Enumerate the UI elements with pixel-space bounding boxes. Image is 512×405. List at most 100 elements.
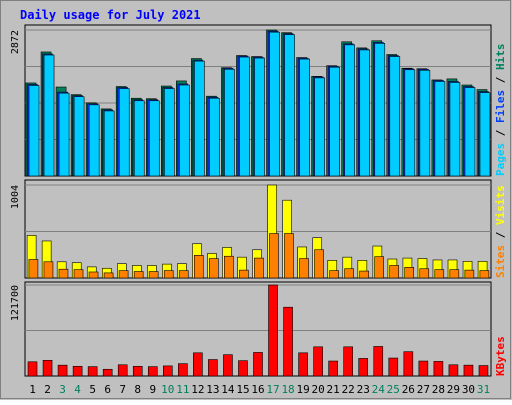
bar-pages-4	[73, 96, 85, 177]
bar-kbytes-18	[283, 306, 293, 377]
bar-pages-7	[118, 88, 130, 177]
bar-pages-2	[43, 54, 55, 177]
bar-pages-1	[28, 85, 40, 177]
x-tick-label: 13	[206, 383, 219, 396]
bar-pages-24	[374, 43, 386, 177]
bar-kbytes-8	[132, 365, 143, 377]
x-tick-label: 27	[417, 383, 430, 396]
bar-kbytes-25	[388, 357, 399, 377]
bar-kbytes-22	[343, 346, 353, 377]
x-tick-label: 20	[312, 383, 325, 396]
x-tick-label: 16	[251, 383, 264, 396]
bar-sites-19	[299, 258, 309, 279]
ylabel-part: Pages	[494, 143, 507, 176]
panel-hits-files-pages: 2872 Pages / Files / Hits	[10, 24, 507, 177]
x-tick-label: 31	[477, 383, 490, 396]
bar-pages-28	[434, 81, 446, 177]
bar-pages-16	[254, 57, 265, 177]
bar-kbytes-23	[358, 358, 369, 377]
bar-sites-29	[449, 269, 460, 279]
bar-kbytes-28	[433, 361, 444, 377]
bar-sites-27	[419, 268, 430, 279]
panel-max-label: 121700	[10, 285, 21, 321]
bar-sites-26	[404, 267, 415, 279]
ylabel-part: Files	[494, 90, 507, 123]
bar-kbytes-1	[27, 361, 38, 377]
bar-sites-11	[178, 270, 189, 279]
bar-kbytes-2	[42, 359, 53, 377]
bar-pages-26	[404, 69, 416, 177]
x-tick-label: 17	[266, 383, 279, 396]
ylabel-separator: /	[494, 225, 507, 245]
bar-sites-9	[148, 271, 159, 279]
panels-layer: 2872 Pages / Files / Hits 1004 Sites / Visi…	[10, 24, 507, 377]
bar-sites-25	[389, 265, 399, 279]
bar-pages-13	[209, 97, 220, 177]
bar-pages-31	[479, 92, 491, 177]
bar-sites-7	[118, 270, 129, 279]
bar-kbytes-4	[72, 365, 83, 377]
bar-sites-10	[163, 270, 174, 279]
bar-pages-27	[419, 69, 431, 177]
chart-title: Daily usage for July 2021	[20, 8, 201, 22]
ylabel-part: Visits	[494, 185, 507, 225]
panel-max-label: 1004	[10, 185, 21, 209]
bar-pages-29	[449, 82, 461, 177]
bar-pages-12	[194, 60, 205, 177]
bar-sites-1	[28, 259, 39, 279]
bar-sites-4	[73, 269, 84, 279]
ylabel-part: Hits	[494, 44, 507, 71]
x-tick-label: 11	[176, 383, 189, 396]
bar-kbytes-11	[178, 363, 188, 377]
x-tick-label: 18	[281, 383, 294, 396]
bar-kbytes-7	[117, 364, 128, 377]
bar-pages-5	[88, 104, 100, 177]
bar-pages-25	[389, 56, 401, 177]
bar-kbytes-17	[268, 284, 278, 377]
x-tick-label: 1	[29, 383, 36, 396]
bar-sites-8	[133, 271, 144, 279]
bar-kbytes-14	[223, 354, 233, 377]
bar-pages-9	[148, 100, 160, 177]
x-tick-label: 21	[327, 383, 340, 396]
x-tick-label: 30	[462, 383, 475, 396]
panel-visits-sites: 1004 Sites / Visits	[10, 179, 507, 279]
x-tick-label: 10	[161, 383, 174, 396]
x-tick-label: 25	[387, 383, 400, 396]
x-tick-label: 3	[59, 383, 66, 396]
bar-kbytes-29	[448, 364, 459, 377]
bar-kbytes-6	[102, 368, 113, 377]
bar-kbytes-15	[238, 360, 248, 377]
bar-sites-30	[464, 269, 475, 279]
bar-sites-15	[239, 269, 249, 279]
x-tick-label: 23	[357, 383, 370, 396]
bar-pages-20	[314, 77, 325, 177]
bar-kbytes-21	[328, 360, 338, 377]
bar-sites-13	[209, 258, 219, 279]
bar-sites-22	[344, 268, 354, 279]
bar-sites-6	[103, 272, 114, 279]
panel-kbytes: 121700 KBytes	[10, 281, 507, 377]
bar-pages-11	[179, 84, 190, 177]
x-tick-label: 26	[402, 383, 415, 396]
bar-sites-2	[43, 261, 54, 279]
ylabel-part: Sites	[494, 245, 507, 278]
bar-sites-3	[58, 268, 69, 279]
bar-sites-14	[224, 255, 234, 279]
x-axis-labels: 1 2 3 4 5 6 7 8 9 10 11 12 13 14 15 16 17 18 19 20 21 22 23 24 2…	[29, 383, 490, 396]
panel-ylabel: Pages / Files / Hits	[494, 44, 507, 177]
bar-kbytes-26	[403, 351, 414, 377]
x-tick-label: 19	[296, 383, 309, 396]
x-tick-label: 2	[44, 383, 51, 396]
ylabel-part: KBytes	[494, 336, 507, 376]
bar-kbytes-19	[298, 352, 308, 377]
bar-sites-21	[329, 270, 339, 279]
bar-kbytes-13	[208, 359, 218, 377]
panel-max-label: 2872	[10, 30, 21, 54]
bar-kbytes-31	[478, 365, 489, 377]
bar-kbytes-9	[147, 366, 158, 377]
bar-pages-17	[269, 31, 280, 177]
bar-kbytes-20	[313, 346, 323, 377]
